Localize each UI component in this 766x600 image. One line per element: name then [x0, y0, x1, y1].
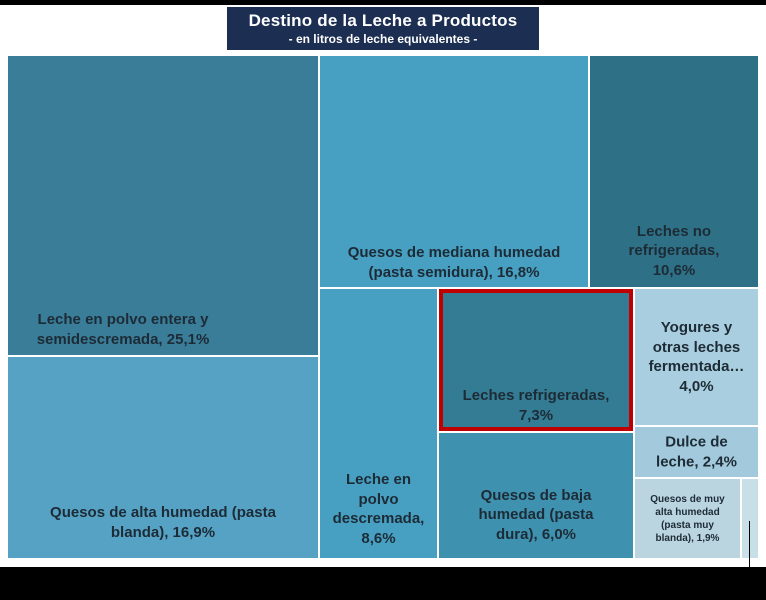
- top-border: [0, 0, 766, 5]
- chart-title: Destino de la Leche a Productos: [248, 11, 518, 30]
- tile-label-quesos-alta-humedad: Quesos de alta humedad (pasta blanda), 1…: [50, 504, 276, 541]
- treemap-tile-quesos-baja-humedad: Quesos de baja humedad (pasta dura), 6,0…: [439, 433, 633, 558]
- treemap-tile-dulce-de-leche: Dulce de leche, 2,4%: [635, 427, 758, 477]
- bottom-border: [0, 567, 766, 600]
- treemap-tile-leches-refrigeradas: Leches refrigeradas, 7,3%: [439, 289, 633, 431]
- treemap-tile-quesos-mediana-humedad: Quesos de mediana humedad (pasta semidur…: [320, 56, 588, 287]
- treemap-tile-resto-sliver: [742, 479, 758, 558]
- chart-subtitle: - en litros de leche equivalentes -: [288, 32, 478, 46]
- tile-label-quesos-muy-alta-humedad: Quesos de muy alta humedad (pasta muy bl…: [650, 493, 725, 544]
- treemap-tile-quesos-alta-humedad: Quesos de alta humedad (pasta blanda), 1…: [8, 357, 318, 558]
- tile-label-quesos-baja-humedad: Quesos de baja humedad (pasta dura), 6,0…: [478, 486, 594, 543]
- tile-label-leche-en-polvo-entera: Leche en polvo entera y semidescremada, …: [36, 311, 210, 348]
- treemap-tile-leche-en-polvo-entera: Leche en polvo entera y semidescremada, …: [8, 56, 318, 355]
- tile-label-leches-no-refrigeradas: Leches no refrigeradas, 10,6%: [628, 222, 720, 279]
- treemap-tile-yogures: Yogures y otras leches fermentada… 4,0%: [635, 289, 758, 425]
- tile-label-leche-en-polvo-descremada: Leche en polvo descremada, 8,6%: [332, 471, 425, 547]
- tile-label-quesos-mediana-humedad: Quesos de mediana humedad (pasta semidur…: [347, 244, 561, 281]
- tile-label-yogures: Yogures y otras leches fermentada… 4,0%: [648, 319, 745, 395]
- title-box: Destino de la Leche a Productos - en lit…: [227, 7, 539, 50]
- tile-label-dulce-de-leche: Dulce de leche, 2,4%: [656, 433, 737, 471]
- treemap-tile-leches-no-refrigeradas: Leches no refrigeradas, 10,6%: [590, 56, 758, 287]
- treemap-tile-leche-en-polvo-descremada: Leche en polvo descremada, 8,6%: [320, 289, 437, 558]
- tile-label-leches-refrigeradas: Leches refrigeradas, 7,3%: [462, 387, 610, 424]
- callout-line: [749, 521, 750, 585]
- treemap-tile-quesos-muy-alta-humedad: Quesos de muy alta humedad (pasta muy bl…: [635, 479, 740, 558]
